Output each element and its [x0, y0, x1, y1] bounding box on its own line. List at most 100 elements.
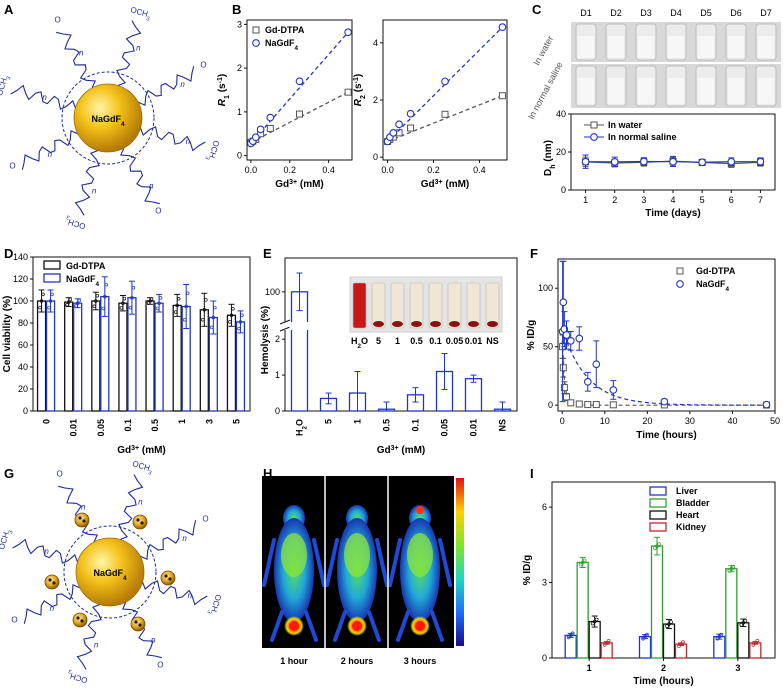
repeat-n-label: n [136, 43, 141, 52]
inset-tube-label-part: 0.01 [465, 336, 483, 346]
core-label-part: NaGdF [91, 114, 121, 124]
pet-bladder-core [352, 621, 362, 631]
pet-limbs [262, 538, 326, 587]
inset-pellet [487, 321, 498, 327]
repeat-n-label: n [151, 635, 156, 644]
peg-chain [21, 129, 79, 170]
replicate-point [157, 301, 161, 305]
replicate-point [39, 299, 44, 303]
pet-torso-uptake [344, 533, 370, 577]
y-tick-label: 0 [23, 406, 28, 416]
replicate-point [155, 306, 160, 311]
repeat-n-label: n [149, 181, 154, 190]
chain-end-label-part: OCH [0, 77, 9, 97]
x-tick-label: 3 [641, 195, 646, 205]
panel-letter-b: B [232, 2, 241, 17]
replicate-point [175, 303, 179, 308]
chain-end-label: OCH3 [0, 74, 13, 98]
x-axis-label-part: (mM) [139, 445, 166, 456]
peg-chain [121, 601, 162, 659]
inset-tube-label-part: 2 [357, 343, 361, 350]
x-tick-label-part: 0.01 [469, 419, 479, 437]
data-point [498, 92, 506, 100]
peg-chain [141, 580, 208, 606]
bar [638, 635, 652, 659]
chart-d-cell-viability: 0 20 40 60 80 100 120 140 0 0.01 0.05 0.1 0.5 1 3 5 Gd3+… [2, 252, 251, 456]
chain-end-label: OCH3 [130, 459, 154, 477]
isotope-dot-icon [48, 578, 52, 582]
replicate-point [669, 620, 673, 624]
inner-ligand-ring [63, 525, 157, 619]
isotope-dot-icon [136, 518, 140, 522]
replicate-point [121, 301, 125, 305]
x-tick-label: 0.01 [69, 419, 79, 437]
legend-marker-nagdf4 [676, 280, 684, 288]
vial-liquid [668, 78, 684, 104]
bar [725, 568, 738, 659]
bar [172, 304, 182, 412]
inset-pellet [392, 321, 403, 327]
legend-label-nagdf4: NaGdF4 [265, 38, 299, 52]
data-point [559, 364, 567, 372]
inset-tube [428, 282, 443, 329]
replicate-point [48, 299, 53, 303]
core-label-part: 4 [121, 121, 125, 128]
replicate-point [173, 310, 178, 314]
data-point [581, 157, 590, 166]
repeat-n-label: n [180, 80, 185, 89]
panel-h-pet-images: 1 hour 2 hours 3 hours [262, 476, 464, 666]
data-point [251, 133, 260, 142]
vial-liquid [698, 78, 714, 104]
y-tick-label: 40 [18, 362, 28, 372]
inset-tube-label: NS [486, 336, 499, 346]
x-tick-label: 7 [758, 195, 763, 205]
y-tick-label: 1 [237, 107, 242, 117]
data-point [344, 88, 352, 96]
inset-tube [352, 282, 367, 329]
x-tick-label: 0.5 [150, 419, 160, 432]
inset-tube-label: 5 [376, 336, 381, 346]
legend-label-bladder: Bladder [676, 498, 710, 508]
y-axis-label-part: -1 [217, 77, 224, 83]
chart-f-blood-clearance: 0 10 20 30 40 50 0 50 100 Time (hours) % ID/g Gd-DT… [526, 258, 780, 441]
peg-chain [139, 520, 197, 561]
legend-label-nagdf4-part: NaGdF [66, 274, 96, 284]
legend-marker-nagdf4 [252, 39, 260, 47]
legend-swatch [649, 498, 667, 508]
bar [749, 642, 762, 659]
panel-letter-h: H [263, 466, 272, 481]
chain-oxygen-label: O [11, 615, 17, 624]
day-label: D7 [760, 8, 772, 18]
replicate-point [130, 295, 134, 300]
y-axis-label: Dh (nm) [543, 140, 557, 176]
x-axis-label-part: 3+ [289, 179, 297, 186]
inset-tube-label-part: O [361, 336, 368, 346]
replicate-point [213, 305, 217, 310]
repeat-n-label: n [186, 137, 191, 146]
core-label: NaGdF4 [91, 114, 125, 128]
replicate-point [645, 632, 649, 637]
legend-label-nagdf4-part: NaGdF [265, 38, 295, 48]
legend-label-nagdf4: NaGdF4 [696, 279, 730, 293]
replicate-point [594, 617, 599, 622]
pet-legs [270, 610, 318, 642]
peg-chain [12, 538, 79, 564]
replicate-point [229, 313, 234, 318]
chain-end-label-part: 3 [66, 213, 71, 220]
inset-tube-label-part: 0.05 [446, 336, 464, 346]
replicate-point [751, 643, 756, 647]
peg-chain [23, 583, 81, 624]
legend-label-gd-dtpa: Gd-DTPA [66, 261, 106, 271]
chain-end-label-part: OCH [0, 531, 11, 551]
y-tick-label: 6 [542, 502, 547, 512]
radio-gd-icon [44, 574, 60, 590]
x-tick-label: 1 [177, 419, 187, 424]
data-point [441, 77, 449, 86]
repeat-n-label: n [188, 591, 193, 600]
axes-frame [557, 258, 776, 412]
legend-label-gd-dtpa: Gd-DTPA [696, 266, 736, 276]
vial-liquid [758, 78, 774, 104]
x-axis-label-part: 3+ [435, 179, 443, 186]
vial-liquid [728, 36, 744, 58]
